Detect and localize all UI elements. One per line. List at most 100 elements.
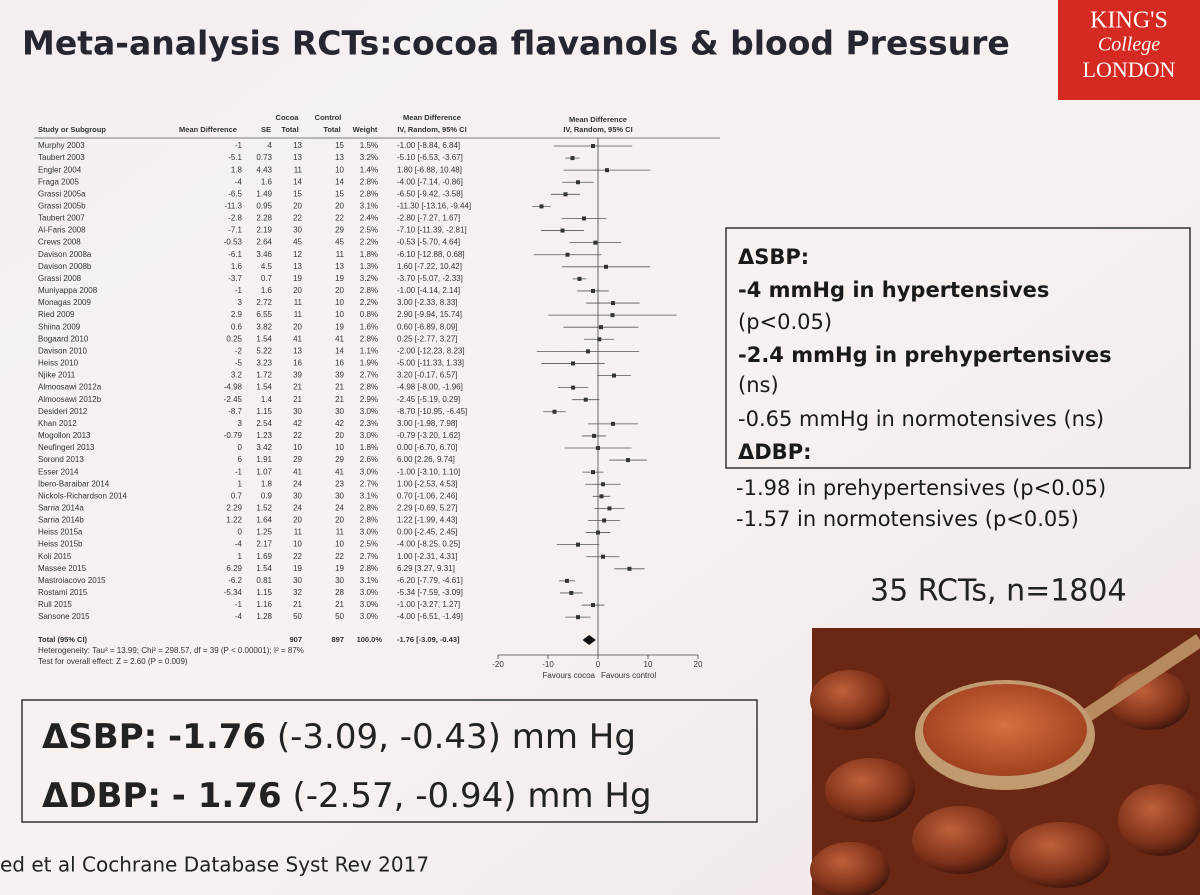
table-text: 20: [335, 516, 344, 525]
x-tick-label: 0: [596, 660, 601, 669]
table-text: 1.23: [256, 431, 272, 440]
table-text: Esser 2014: [38, 467, 79, 476]
table-text: 3.0%: [360, 528, 378, 537]
table-text: Bogaard 2010: [38, 334, 89, 343]
effect-square: [577, 276, 582, 281]
sbp-line: (ns): [738, 373, 779, 397]
table-text: 13: [335, 262, 344, 271]
table-text: 2.6%: [360, 455, 378, 464]
table-text: 10: [335, 540, 344, 549]
table-text: -4.00 [-6.51, -1.49]: [397, 612, 463, 621]
table-text: 1.54: [256, 564, 272, 573]
table-text: 20: [335, 202, 344, 211]
table-text: 2.54: [256, 419, 272, 428]
table-text: Davison 2008a: [38, 250, 92, 259]
table-text: -6.1: [228, 250, 242, 259]
table-text: 1.15: [256, 407, 272, 416]
sbp-box: [725, 227, 1191, 469]
table-text: Mean Difference: [403, 113, 461, 122]
table-text: 20: [293, 202, 302, 211]
table-text: -0.79: [224, 431, 243, 440]
effect-square: [539, 204, 544, 209]
table-text: 1.54: [256, 383, 272, 392]
table-text: 16: [293, 359, 302, 368]
effect-square: [569, 590, 574, 595]
table-text: 2.2%: [360, 238, 378, 247]
table-text: 41: [335, 467, 344, 476]
study-count: 35 RCTs, n=1804: [870, 574, 1127, 609]
table-text: Crews 2008: [38, 238, 81, 247]
table-text: -2.45 [-5.19, 0.29]: [397, 395, 460, 404]
table-text: 1.28: [256, 612, 272, 621]
table-text: 3.23: [256, 359, 272, 368]
table-text: 0.9: [261, 491, 273, 500]
dbp-line: -1.57 in normotensives (p<0.05): [736, 507, 1079, 531]
table-text: 1.80 [-6.88, 10.48]: [397, 165, 462, 174]
table-text: 2.8%: [360, 516, 378, 525]
table-text: 30: [335, 491, 344, 500]
table-text: Al-Faris 2008: [38, 226, 86, 235]
table-text: 3.20 [-0.17, 6.57]: [397, 371, 458, 380]
effect-square: [552, 409, 557, 414]
table-text: 3.2: [231, 371, 243, 380]
table-text: Grassi 2005a: [38, 189, 86, 198]
forest-plot: Cocoa Control Mean Difference Mean Differen…: [34, 113, 720, 680]
summary-label: ΔSBP:: [42, 717, 157, 757]
sbp-lines: -4 mmHg in hypertensives (p<0.05) -2.4 mmH…: [738, 278, 1112, 431]
bean: [825, 758, 915, 822]
table-text: 907: [289, 635, 302, 644]
table-text: -1.76 [-3.09, -0.43]: [397, 635, 460, 644]
table-text: SE: [261, 125, 271, 134]
table-text: 29: [335, 455, 344, 464]
table-text: 1.8: [231, 165, 243, 174]
table-text: Ried 2009: [38, 310, 75, 319]
table-text: 1.22: [226, 516, 242, 525]
bean: [810, 670, 890, 730]
table-text: -1: [235, 467, 243, 476]
table-text: Mean Difference: [569, 115, 627, 124]
table-text: 42: [335, 419, 344, 428]
summary-estimate: -1.76: [168, 717, 266, 757]
table-text: 50: [335, 612, 344, 621]
table-text: 19: [335, 274, 344, 283]
table-text: -6.5: [228, 189, 242, 198]
bean: [810, 842, 890, 895]
table-text: 1.64: [256, 516, 272, 525]
table-text: 2.8%: [360, 383, 378, 392]
table-text: 6.00 [2.26, 9.74]: [397, 455, 455, 464]
table-text: 24: [335, 504, 344, 513]
table-text: 3.0%: [360, 600, 378, 609]
table-text: 2.7%: [360, 552, 378, 561]
table-text: 24: [293, 504, 302, 513]
table-text: 42: [293, 419, 302, 428]
table-text: 0.60 [-6.89, 8.09]: [397, 322, 458, 331]
summary-box: [21, 699, 758, 823]
table-text: -6.2: [228, 576, 242, 585]
effect-square: [601, 554, 605, 559]
table-text: Sarria 2014b: [38, 516, 84, 525]
table-text: 100.0%: [357, 635, 383, 644]
x-tick-label: -20: [492, 660, 504, 669]
table-text: -7.1: [228, 226, 242, 235]
table-text: Monagas 2009: [38, 298, 91, 307]
table-text: 0.8%: [360, 310, 378, 319]
table-text: 1.15: [256, 588, 272, 597]
table-text: 11: [336, 528, 345, 537]
table-text: 3.42: [256, 443, 272, 452]
table-text: 1.6: [231, 262, 243, 271]
table-text: 1.4%: [360, 165, 378, 174]
effect-square: [563, 192, 568, 197]
table-text: -4: [235, 177, 243, 186]
table-text: Engler 2004: [38, 165, 82, 174]
table-text: -4: [235, 612, 243, 621]
table-text: Muniyappa 2008: [38, 286, 98, 295]
table-text: 1.00 [-2.31, 4.31]: [397, 552, 458, 561]
table-text: -6.50 [-9.42, -3.58]: [397, 189, 463, 198]
table-text: 0.95: [256, 202, 272, 211]
box-heading: ΔSBP:: [738, 245, 809, 269]
table-text: 10: [335, 165, 344, 174]
axis-label: Favours control: [601, 671, 656, 680]
table-text: 21: [335, 600, 344, 609]
table-text: 1: [238, 479, 243, 488]
